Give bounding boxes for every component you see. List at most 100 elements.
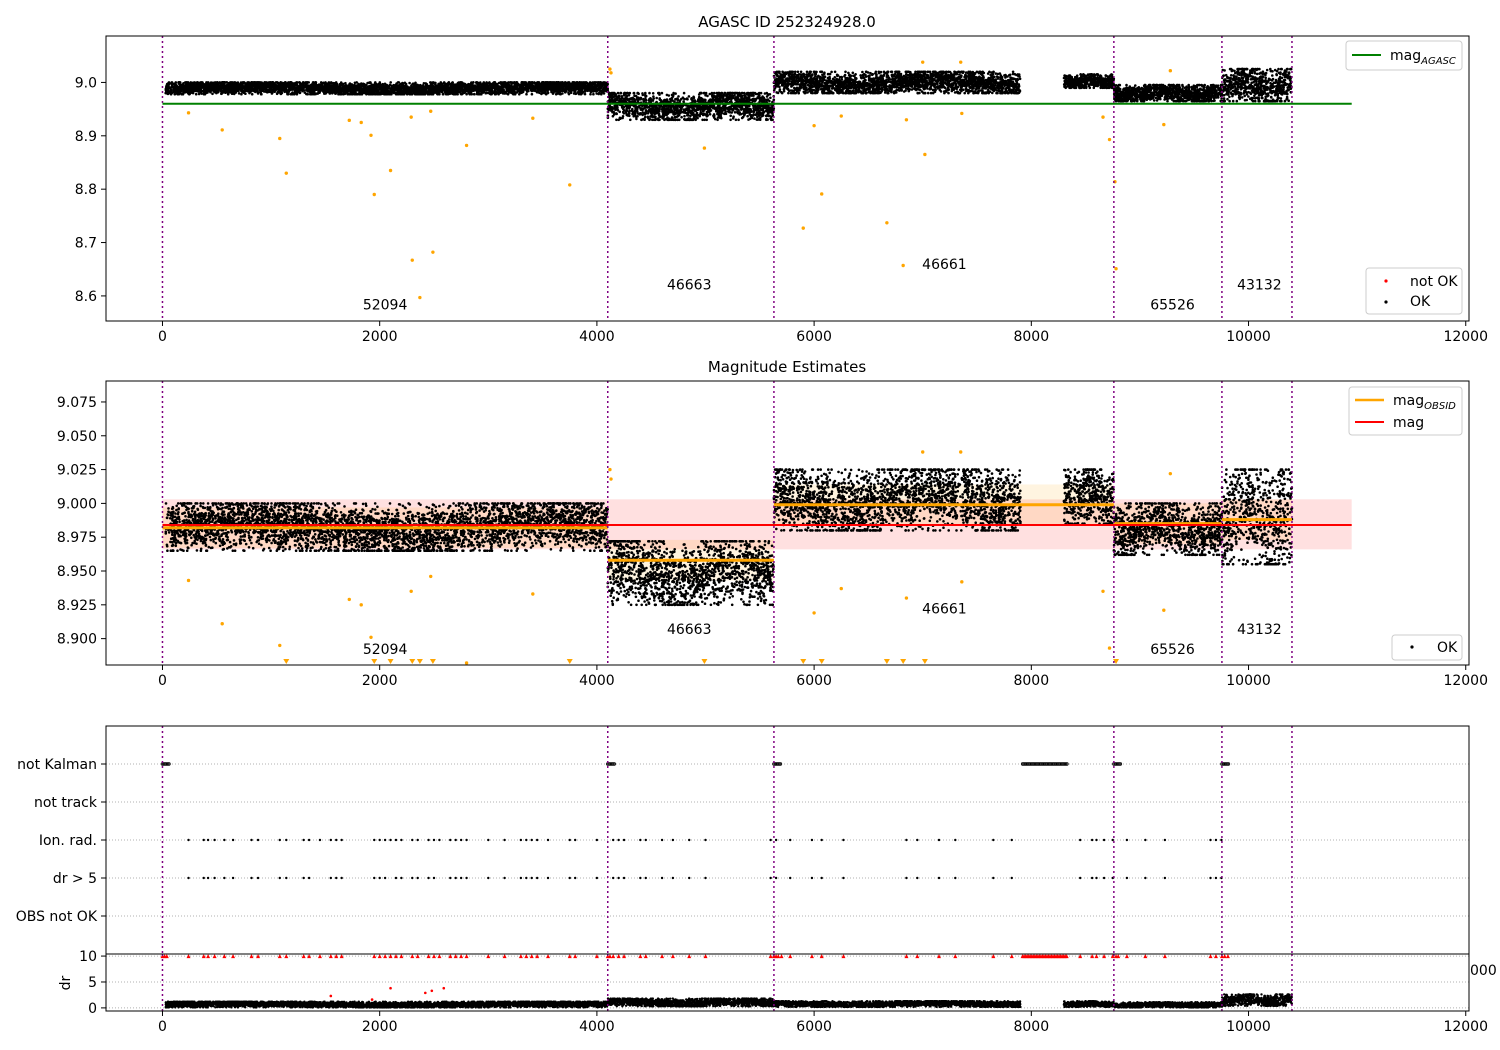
- ok-point: [358, 84, 362, 88]
- ok-point: [446, 84, 450, 87]
- ok-point: [306, 89, 310, 93]
- ok-point: [602, 90, 605, 93]
- ok-point: [415, 92, 418, 96]
- ok-point: [530, 88, 533, 92]
- ok-point: [249, 84, 253, 88]
- ok-point: [561, 92, 564, 95]
- ok-point: [442, 92, 445, 96]
- ok-point: [379, 83, 382, 87]
- ok-point: [568, 84, 571, 88]
- ok-point: [250, 92, 254, 96]
- ok-point: [324, 88, 328, 92]
- ok-point: [387, 92, 390, 95]
- ok-point: [648, 118, 652, 121]
- ok-point: [390, 88, 394, 92]
- ok-point: [395, 92, 398, 95]
- ok-point: [486, 91, 490, 95]
- ok-point: [218, 84, 222, 88]
- ok-point: [167, 81, 170, 85]
- ok-point: [560, 85, 564, 89]
- ok-point: [576, 87, 579, 90]
- ok-point: [611, 107, 615, 110]
- ok-point: [381, 88, 385, 92]
- ok-point: [314, 92, 317, 96]
- ok-point: [507, 88, 510, 91]
- ok-point: [600, 83, 603, 86]
- ok-point: [453, 90, 456, 94]
- ok-point: [578, 81, 581, 84]
- ok-point: [496, 91, 499, 94]
- ok-point: [418, 89, 422, 92]
- ok-point: [194, 92, 198, 96]
- ok-point: [309, 88, 313, 92]
- ok-point: [310, 84, 314, 87]
- ok-point: [410, 84, 413, 87]
- ok-point: [196, 83, 200, 86]
- ok-point: [403, 87, 407, 90]
- ok-point: [289, 85, 293, 89]
- ok-point: [313, 83, 317, 87]
- ok-point: [206, 91, 209, 94]
- ok-point: [558, 92, 561, 96]
- ok-point: [694, 118, 697, 122]
- ok-point: [203, 88, 206, 91]
- ok-point: [368, 81, 372, 85]
- ok-point: [397, 92, 401, 96]
- ok-point: [283, 90, 287, 94]
- ok-point: [644, 109, 648, 112]
- ok-point: [470, 83, 474, 86]
- ok-point: [439, 89, 442, 92]
- ok-point: [734, 118, 738, 122]
- ok-point: [181, 83, 184, 86]
- ok-point: [533, 81, 536, 84]
- ok-point: [593, 83, 597, 87]
- ok-point: [753, 117, 756, 120]
- ok-point: [449, 85, 453, 88]
- ok-point: [340, 89, 344, 92]
- ok-point: [210, 88, 214, 92]
- ok-point: [460, 81, 464, 85]
- ok-point: [530, 92, 534, 96]
- ok-point: [341, 86, 345, 89]
- ok-point: [481, 87, 485, 91]
- ok-point: [473, 84, 476, 88]
- ok-point: [249, 90, 252, 93]
- ok-point: [441, 85, 445, 89]
- ok-point: [413, 91, 416, 94]
- ok-point: [206, 81, 209, 84]
- ok-point: [549, 87, 553, 90]
- ok-point: [258, 88, 261, 92]
- ok-point: [442, 88, 445, 92]
- ok-point: [499, 91, 502, 95]
- ok-point: [406, 86, 410, 89]
- ok-point: [289, 81, 293, 84]
- ok-point: [648, 91, 651, 95]
- ok-point: [515, 84, 519, 88]
- ok-point: [524, 84, 528, 88]
- ok-point: [378, 88, 381, 91]
- ok-point: [457, 82, 461, 85]
- ok-point: [366, 81, 369, 85]
- ok-point: [165, 90, 168, 94]
- ok-point: [225, 87, 228, 90]
- ok-point: [475, 81, 478, 84]
- ok-point: [441, 82, 444, 86]
- ok-point: [589, 92, 592, 96]
- ok-point: [354, 85, 358, 89]
- ok-point: [485, 81, 488, 84]
- ok-point: [175, 89, 178, 93]
- ok-point: [286, 81, 290, 85]
- ok-point: [335, 84, 338, 87]
- ok-point: [378, 81, 382, 84]
- ok-point: [496, 84, 499, 87]
- ok-point: [687, 95, 691, 98]
- ok-point: [287, 85, 290, 88]
- ok-point: [460, 85, 463, 88]
- ok-point: [451, 88, 454, 91]
- ok-point: [502, 91, 505, 94]
- ok-point: [579, 83, 583, 87]
- ok-point: [240, 86, 244, 90]
- ok-point: [177, 81, 181, 84]
- ok-point: [431, 92, 435, 96]
- ok-point: [375, 82, 378, 86]
